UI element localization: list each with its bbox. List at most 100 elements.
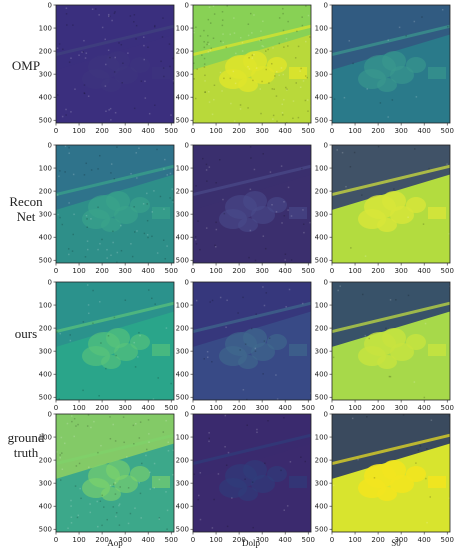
- x-tick-label: 400: [142, 127, 155, 135]
- axes-frame: [192, 144, 312, 264]
- y-tick-label: 300: [176, 71, 189, 79]
- x-tick-label: 200: [95, 127, 108, 135]
- x-tick-label: 100: [348, 404, 361, 412]
- x-tick-label: 400: [418, 127, 431, 135]
- x-tick-label: 200: [95, 536, 108, 544]
- y-tick-label: 500: [39, 394, 52, 402]
- y-tick-label: 300: [39, 348, 52, 356]
- y-tick-label: 400: [176, 94, 189, 102]
- y-tick-label: 100: [39, 25, 52, 33]
- x-tick-label: 400: [279, 267, 292, 275]
- row-label-reconnet: Recon Net: [9, 194, 43, 224]
- x-tick-label: 100: [72, 127, 85, 135]
- image-content: [56, 145, 174, 263]
- x-tick-label: 500: [441, 536, 454, 544]
- y-tick-label: 200: [176, 457, 189, 465]
- x-tick-label: 500: [441, 267, 454, 275]
- axes-frame: [192, 281, 312, 401]
- axes-frame: [55, 4, 175, 124]
- image-content: [332, 414, 450, 532]
- x-tick-label: 100: [348, 267, 361, 275]
- y-tick-label: 300: [315, 71, 328, 79]
- x-tick-label: 0: [191, 267, 195, 275]
- column-label-dolp: Dolp: [242, 538, 260, 548]
- row-label-ours: ours: [14, 326, 38, 341]
- x-tick-label: 300: [255, 267, 268, 275]
- x-tick-label: 0: [54, 536, 58, 544]
- y-tick-label: 500: [315, 526, 328, 534]
- column-label-aop: Aop: [107, 538, 123, 548]
- x-tick-label: 100: [209, 404, 222, 412]
- y-tick-label: 400: [315, 371, 328, 379]
- x-tick-label: 300: [394, 267, 407, 275]
- x-tick-label: 400: [418, 404, 431, 412]
- y-tick-label: 0: [48, 279, 52, 287]
- x-tick-label: 300: [255, 127, 268, 135]
- image-content: [332, 145, 450, 263]
- x-tick-label: 0: [330, 536, 334, 544]
- axes-frame: [192, 4, 312, 124]
- x-tick-label: 500: [165, 127, 178, 135]
- x-tick-label: 500: [441, 404, 454, 412]
- y-tick-label: 100: [39, 302, 52, 310]
- axes-frame: [192, 413, 312, 533]
- x-tick-label: 400: [279, 127, 292, 135]
- x-tick-label: 400: [142, 267, 155, 275]
- y-tick-label: 500: [315, 117, 328, 125]
- x-tick-label: 300: [394, 536, 407, 544]
- y-tick-label: 300: [176, 211, 189, 219]
- y-tick-label: 0: [185, 279, 189, 287]
- y-tick-label: 400: [176, 503, 189, 511]
- y-tick-label: 500: [315, 394, 328, 402]
- x-tick-label: 100: [348, 127, 361, 135]
- y-tick-label: 500: [176, 257, 189, 265]
- y-tick-label: 300: [39, 71, 52, 79]
- x-tick-label: 0: [54, 404, 58, 412]
- axes-frame: [331, 4, 451, 124]
- x-tick-label: 0: [191, 404, 195, 412]
- y-tick-label: 300: [176, 348, 189, 356]
- y-tick-label: 0: [48, 2, 52, 10]
- y-tick-label: 100: [176, 434, 189, 442]
- x-tick-label: 200: [95, 267, 108, 275]
- x-tick-label: 300: [394, 127, 407, 135]
- axes-frame: [331, 281, 451, 401]
- x-tick-label: 0: [54, 127, 58, 135]
- y-tick-label: 500: [176, 117, 189, 125]
- image-content: [56, 5, 174, 123]
- x-tick-label: 200: [371, 127, 384, 135]
- y-tick-label: 100: [176, 165, 189, 173]
- y-tick-label: 400: [315, 94, 328, 102]
- y-tick-label: 200: [39, 325, 52, 333]
- y-tick-label: 200: [39, 457, 52, 465]
- x-tick-label: 400: [418, 267, 431, 275]
- y-tick-label: 200: [176, 48, 189, 56]
- y-tick-label: 200: [39, 188, 52, 196]
- x-tick-label: 100: [72, 267, 85, 275]
- row-label-ground-truth: ground truth: [7, 430, 45, 460]
- x-tick-label: 100: [209, 127, 222, 135]
- y-tick-label: 100: [315, 25, 328, 33]
- x-tick-label: 500: [302, 536, 315, 544]
- x-tick-label: 400: [142, 536, 155, 544]
- image-content: [193, 145, 311, 263]
- x-tick-label: 300: [394, 404, 407, 412]
- y-tick-label: 0: [324, 2, 328, 10]
- x-tick-label: 200: [232, 127, 245, 135]
- y-tick-label: 300: [315, 480, 328, 488]
- x-tick-label: 200: [95, 404, 108, 412]
- y-tick-label: 500: [39, 526, 52, 534]
- y-tick-label: 300: [176, 480, 189, 488]
- x-tick-label: 200: [371, 267, 384, 275]
- y-tick-label: 0: [324, 142, 328, 150]
- x-tick-label: 500: [165, 404, 178, 412]
- y-tick-label: 0: [48, 411, 52, 419]
